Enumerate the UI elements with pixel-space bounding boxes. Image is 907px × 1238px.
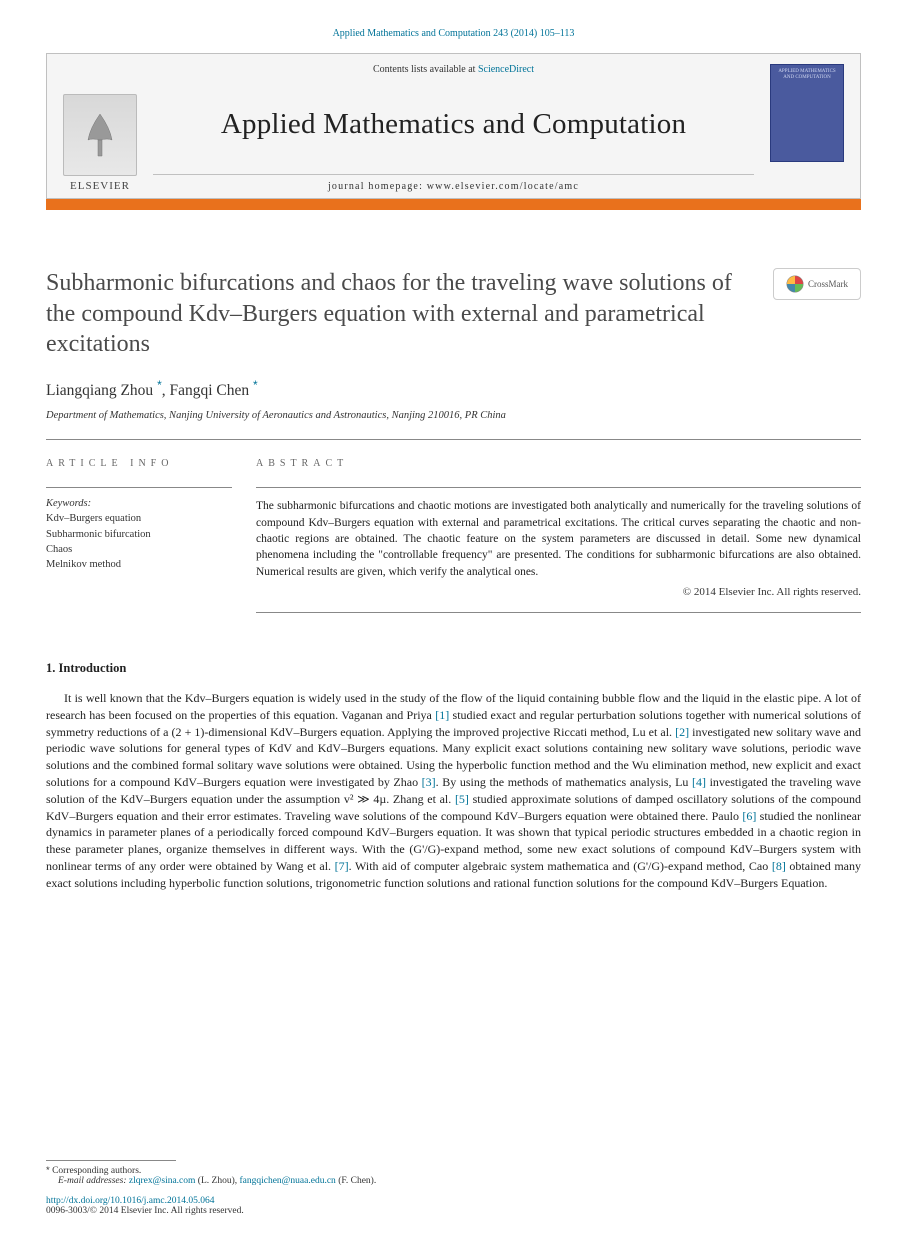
accent-bar xyxy=(46,199,861,210)
ref-link[interactable]: [1] xyxy=(435,708,449,722)
article-main: Subharmonic bifurcations and chaos for t… xyxy=(46,210,861,892)
ref-link[interactable]: [8] xyxy=(772,859,786,873)
email-label: E-mail addresses: xyxy=(58,1176,129,1186)
intro-paragraph: It is well known that the Kdv–Burgers eq… xyxy=(46,690,861,892)
email-line: E-mail addresses: zlqrex@sina.com (L. Zh… xyxy=(46,1176,861,1186)
journal-banner: ELSEVIER Contents lists available at Sci… xyxy=(46,53,861,199)
author-2: Fangqi Chen xyxy=(169,382,249,399)
author-line: Liangqiang Zhou *, Fangqi Chen * xyxy=(46,378,861,400)
crossmark-icon xyxy=(786,275,804,293)
article-info-column: article info Keywords: Kdv–Burgers equat… xyxy=(46,458,256,613)
keywords-list: Kdv–Burgers equation Subharmonic bifurca… xyxy=(46,511,232,572)
crossmark-label: CrossMark xyxy=(808,279,848,289)
info-abstract-row: article info Keywords: Kdv–Burgers equat… xyxy=(46,458,861,613)
journal-homepage-line: journal homepage: www.elsevier.com/locat… xyxy=(153,174,754,192)
article-info-label: article info xyxy=(46,458,232,469)
corresponding-text: Corresponding authors. xyxy=(52,1166,141,1176)
abstract-column: abstract The subharmonic bifurcations an… xyxy=(256,458,861,613)
ref-link[interactable]: [2] xyxy=(675,725,689,739)
article-title: Subharmonic bifurcations and chaos for t… xyxy=(46,268,755,360)
sciencedirect-link[interactable]: ScienceDirect xyxy=(478,64,534,75)
keyword-item: Kdv–Burgers equation xyxy=(46,511,232,526)
corresponding-note: * Corresponding authors. xyxy=(46,1165,861,1176)
ref-link[interactable]: [7] xyxy=(335,859,349,873)
keywords-heading: Keywords: xyxy=(46,498,232,509)
elsevier-wordmark: ELSEVIER xyxy=(70,180,130,192)
contents-prefix: Contents lists available at xyxy=(373,64,478,75)
email-1-name: (L. Zhou), xyxy=(195,1176,239,1186)
ref-link[interactable]: [6] xyxy=(742,809,756,823)
banner-center: Contents lists available at ScienceDirec… xyxy=(153,54,754,198)
abstract-copyright: © 2014 Elsevier Inc. All rights reserved… xyxy=(256,586,861,598)
ref-link[interactable]: [5] xyxy=(455,792,469,806)
issn-rights: 0096-3003/© 2014 Elsevier Inc. All right… xyxy=(46,1206,861,1216)
journal-cover-thumb: APPLIED MATHEMATICS AND COMPUTATION xyxy=(770,64,844,162)
divider-top xyxy=(46,439,861,440)
author-1: Liangqiang Zhou xyxy=(46,382,153,399)
elsevier-tree-logo xyxy=(63,94,137,176)
info-divider xyxy=(46,487,232,488)
abstract-bottom-divider xyxy=(256,612,861,613)
doi-link[interactable]: http://dx.doi.org/10.1016/j.amc.2014.05.… xyxy=(46,1196,214,1206)
banner-left: ELSEVIER xyxy=(47,54,153,198)
footnotes: * Corresponding authors. E-mail addresse… xyxy=(46,1160,861,1216)
email-2-name: (F. Chen). xyxy=(336,1176,376,1186)
banner-right: APPLIED MATHEMATICS AND COMPUTATION xyxy=(754,54,860,198)
citation-link[interactable]: Applied Mathematics and Computation 243 … xyxy=(333,28,575,39)
homepage-url: www.elsevier.com/locate/amc xyxy=(427,181,579,192)
homepage-label: journal homepage: xyxy=(328,181,427,192)
doi-line: http://dx.doi.org/10.1016/j.amc.2014.05.… xyxy=(46,1196,861,1206)
abstract-text: The subharmonic bifurcations and chaotic… xyxy=(256,498,861,580)
contents-available-line: Contents lists available at ScienceDirec… xyxy=(373,64,534,75)
abstract-label: abstract xyxy=(256,458,861,469)
ref-link[interactable]: [4] xyxy=(692,775,706,789)
abstract-divider xyxy=(256,487,861,488)
keyword-item: Melnikov method xyxy=(46,557,232,572)
crossmark-badge[interactable]: CrossMark xyxy=(773,268,861,300)
email-2-link[interactable]: fangqichen@nuaa.edu.cn xyxy=(239,1176,335,1186)
tree-icon xyxy=(80,110,120,160)
running-head: Applied Mathematics and Computation 243 … xyxy=(0,0,907,53)
affiliation: Department of Mathematics, Nanjing Unive… xyxy=(46,410,861,421)
asterisk-icon: * xyxy=(46,1165,50,1176)
ref-link[interactable]: [3] xyxy=(422,775,436,789)
section-1-heading: 1. Introduction xyxy=(46,661,861,676)
journal-name: Applied Mathematics and Computation xyxy=(221,108,686,141)
keyword-item: Subharmonic bifurcation xyxy=(46,527,232,542)
author-2-corr-marker[interactable]: * xyxy=(253,378,258,392)
keyword-item: Chaos xyxy=(46,542,232,557)
title-row: Subharmonic bifurcations and chaos for t… xyxy=(46,268,861,360)
footnote-rule xyxy=(46,1160,176,1161)
email-1-link[interactable]: zlqrex@sina.com xyxy=(129,1176,196,1186)
